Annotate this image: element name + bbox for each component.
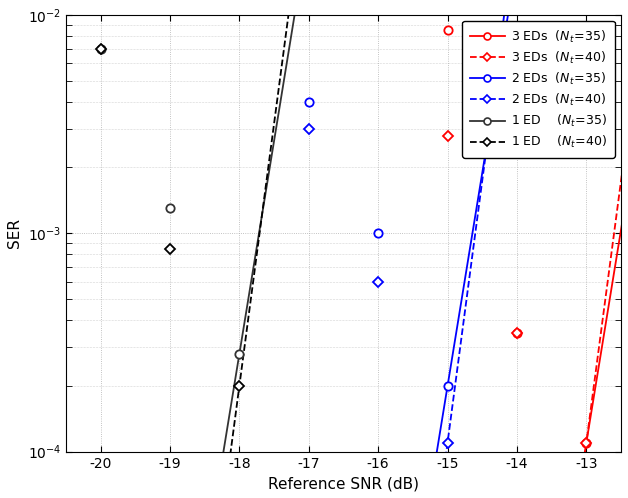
X-axis label: Reference SNR (dB): Reference SNR (dB)	[268, 476, 419, 491]
Y-axis label: SER: SER	[7, 218, 22, 248]
Legend: 3 EDs  $(N_t\!=\!35)$, 3 EDs  $(N_t\!=\!40)$, 2 EDs  $(N_t\!=\!35)$, 2 EDs  $(N_: 3 EDs $(N_t\!=\!35)$, 3 EDs $(N_t\!=\!40…	[462, 21, 615, 157]
